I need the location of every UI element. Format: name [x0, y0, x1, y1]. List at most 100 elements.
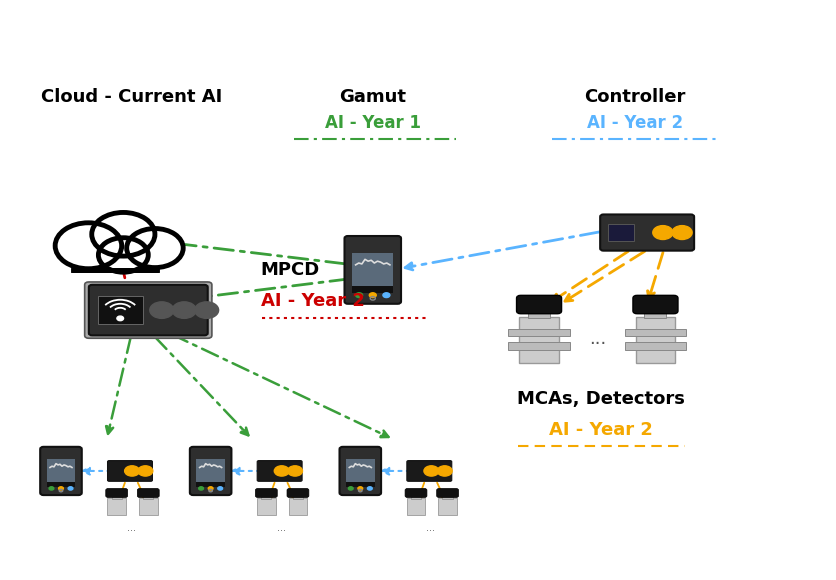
Circle shape: [172, 302, 196, 318]
FancyBboxPatch shape: [40, 447, 82, 495]
Circle shape: [671, 226, 691, 240]
FancyBboxPatch shape: [442, 495, 452, 499]
Text: Controller: Controller: [584, 88, 685, 106]
FancyBboxPatch shape: [438, 498, 456, 515]
Circle shape: [138, 466, 153, 476]
FancyBboxPatch shape: [107, 461, 152, 481]
FancyBboxPatch shape: [74, 247, 156, 270]
Text: AI - Year 2: AI - Year 2: [260, 292, 364, 310]
Text: ...: ...: [426, 523, 435, 534]
Text: AI - Year 1: AI - Year 1: [324, 114, 421, 132]
FancyBboxPatch shape: [287, 488, 308, 498]
FancyBboxPatch shape: [507, 328, 569, 336]
FancyBboxPatch shape: [518, 317, 558, 362]
FancyBboxPatch shape: [345, 483, 375, 487]
FancyBboxPatch shape: [352, 253, 393, 286]
Text: ...: ...: [127, 523, 136, 534]
Text: ...: ...: [588, 330, 605, 348]
Text: AI - Year 2: AI - Year 2: [548, 421, 653, 440]
FancyBboxPatch shape: [257, 498, 275, 515]
Circle shape: [59, 487, 64, 490]
Circle shape: [150, 302, 174, 318]
FancyBboxPatch shape: [624, 342, 686, 350]
Text: MCAs, Detectors: MCAs, Detectors: [517, 390, 685, 408]
Circle shape: [358, 487, 362, 490]
Circle shape: [126, 229, 183, 267]
FancyBboxPatch shape: [143, 495, 153, 499]
Circle shape: [95, 215, 151, 253]
Circle shape: [369, 293, 376, 298]
Circle shape: [288, 466, 302, 476]
FancyBboxPatch shape: [293, 495, 303, 499]
Circle shape: [208, 487, 213, 490]
FancyBboxPatch shape: [111, 495, 122, 499]
Circle shape: [132, 233, 177, 263]
FancyBboxPatch shape: [84, 282, 212, 338]
FancyBboxPatch shape: [624, 328, 686, 336]
FancyBboxPatch shape: [507, 342, 569, 350]
FancyBboxPatch shape: [288, 498, 307, 515]
FancyBboxPatch shape: [190, 447, 231, 495]
FancyBboxPatch shape: [607, 224, 634, 241]
FancyBboxPatch shape: [516, 295, 561, 314]
FancyBboxPatch shape: [137, 488, 159, 498]
FancyBboxPatch shape: [632, 295, 677, 314]
FancyBboxPatch shape: [105, 488, 127, 498]
FancyBboxPatch shape: [261, 495, 271, 499]
Text: Gamut: Gamut: [339, 88, 405, 106]
FancyBboxPatch shape: [410, 495, 421, 499]
Circle shape: [49, 487, 54, 490]
Circle shape: [198, 487, 203, 490]
Circle shape: [92, 212, 155, 256]
Circle shape: [217, 487, 222, 490]
Circle shape: [99, 238, 148, 272]
FancyBboxPatch shape: [405, 488, 426, 498]
Circle shape: [117, 316, 124, 321]
Circle shape: [383, 293, 390, 298]
FancyBboxPatch shape: [345, 459, 375, 482]
Circle shape: [195, 302, 218, 318]
Circle shape: [126, 229, 183, 267]
Circle shape: [92, 212, 155, 256]
Circle shape: [652, 226, 672, 240]
FancyBboxPatch shape: [196, 459, 225, 482]
Circle shape: [55, 223, 121, 269]
FancyBboxPatch shape: [89, 285, 207, 335]
FancyBboxPatch shape: [47, 483, 75, 487]
Circle shape: [130, 231, 180, 265]
FancyBboxPatch shape: [339, 447, 380, 495]
Circle shape: [355, 293, 362, 298]
FancyBboxPatch shape: [635, 317, 675, 362]
Text: ...: ...: [277, 523, 285, 534]
Text: AI - Year 2: AI - Year 2: [586, 114, 682, 132]
FancyBboxPatch shape: [98, 296, 142, 324]
Circle shape: [436, 466, 451, 476]
FancyBboxPatch shape: [344, 236, 400, 304]
FancyBboxPatch shape: [47, 459, 75, 482]
FancyBboxPatch shape: [436, 488, 458, 498]
FancyBboxPatch shape: [352, 287, 393, 293]
Circle shape: [125, 466, 140, 476]
FancyBboxPatch shape: [599, 215, 693, 251]
Circle shape: [59, 226, 118, 266]
FancyBboxPatch shape: [196, 483, 225, 487]
Circle shape: [68, 487, 73, 490]
Circle shape: [98, 216, 149, 252]
FancyBboxPatch shape: [644, 310, 665, 318]
Circle shape: [423, 466, 438, 476]
FancyBboxPatch shape: [528, 310, 549, 318]
Circle shape: [101, 240, 145, 270]
Circle shape: [99, 238, 148, 272]
Circle shape: [274, 466, 288, 476]
Circle shape: [61, 227, 115, 264]
Text: Cloud - Current AI: Cloud - Current AI: [41, 88, 222, 106]
Circle shape: [348, 487, 353, 490]
Circle shape: [55, 223, 121, 269]
Circle shape: [367, 487, 372, 490]
FancyBboxPatch shape: [257, 461, 302, 481]
FancyBboxPatch shape: [406, 498, 425, 515]
FancyBboxPatch shape: [107, 498, 126, 515]
FancyBboxPatch shape: [139, 498, 157, 515]
Text: MPCD: MPCD: [260, 260, 319, 278]
FancyBboxPatch shape: [74, 246, 156, 270]
